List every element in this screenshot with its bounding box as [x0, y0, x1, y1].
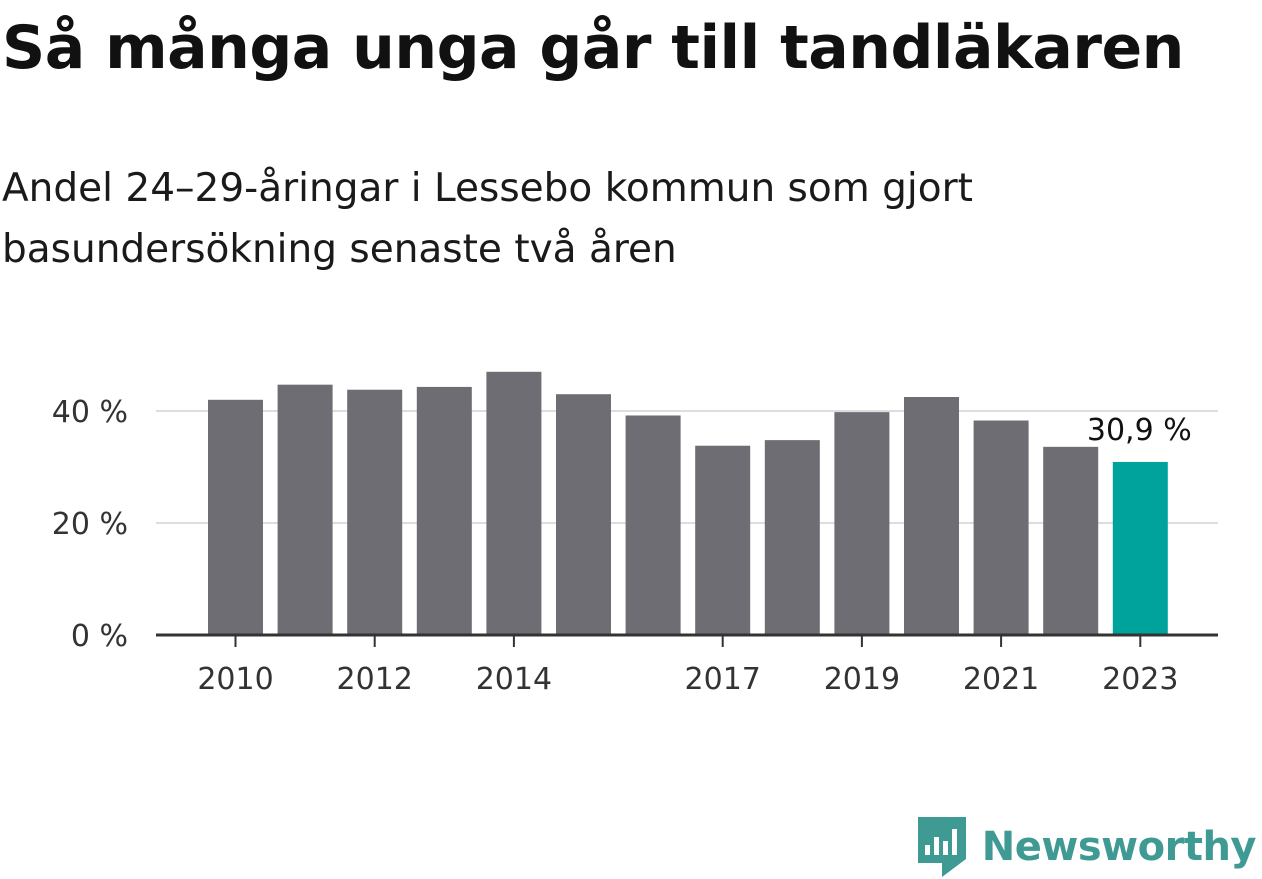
bar	[347, 389, 403, 635]
y-tick-label: 20 %	[52, 507, 128, 542]
x-tick-label: 2019	[824, 662, 900, 697]
bar	[834, 412, 890, 635]
highlight-value-label: 30,9 %	[1087, 413, 1192, 448]
bar	[556, 394, 611, 635]
logo-text: Newsworthy	[981, 824, 1257, 870]
bar	[904, 397, 959, 635]
bar-chart: 0 %20 %40 %2010 2012 2014 2017 2019 2021 2023 …	[52, 371, 1218, 697]
y-tick-label: 0 %	[71, 619, 128, 654]
newsworthy-logo: Newsworthy	[917, 817, 1257, 877]
bars	[208, 371, 1168, 635]
x-tick-label: 2012	[337, 662, 413, 697]
bar	[486, 371, 542, 635]
gridlines	[156, 410, 1218, 524]
newsworthy-logo-icon	[917, 817, 966, 877]
data-labels: 30,9 %	[1087, 413, 1192, 448]
bar	[277, 384, 333, 635]
x-tick-label: 2010	[197, 662, 273, 697]
chart-subtitle: Andel 24–29-åringar i Lessebo kommun som…	[2, 166, 973, 272]
x-tick-label: 2021	[963, 662, 1039, 697]
axes: 0 % 20 % 40 % 2010 2012 2014 2017 2019 2021 2023	[52, 395, 1218, 697]
bar	[764, 440, 820, 635]
bar	[695, 445, 751, 635]
bar	[1043, 446, 1099, 635]
highlight-bar	[1112, 461, 1168, 635]
bar	[208, 399, 263, 635]
x-tick-label: 2023	[1102, 662, 1178, 697]
bar	[625, 415, 681, 635]
bar	[973, 420, 1029, 635]
x-tick-label: 2014	[476, 662, 552, 697]
chart-title: Så många unga går till tandläkaren	[2, 13, 1184, 83]
bar	[416, 386, 472, 635]
x-tick-label: 2017	[685, 662, 761, 697]
y-tick-label: 40 %	[52, 395, 128, 430]
